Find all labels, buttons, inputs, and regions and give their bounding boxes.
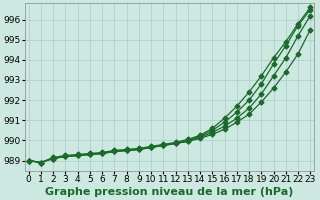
X-axis label: Graphe pression niveau de la mer (hPa): Graphe pression niveau de la mer (hPa) <box>45 187 294 197</box>
